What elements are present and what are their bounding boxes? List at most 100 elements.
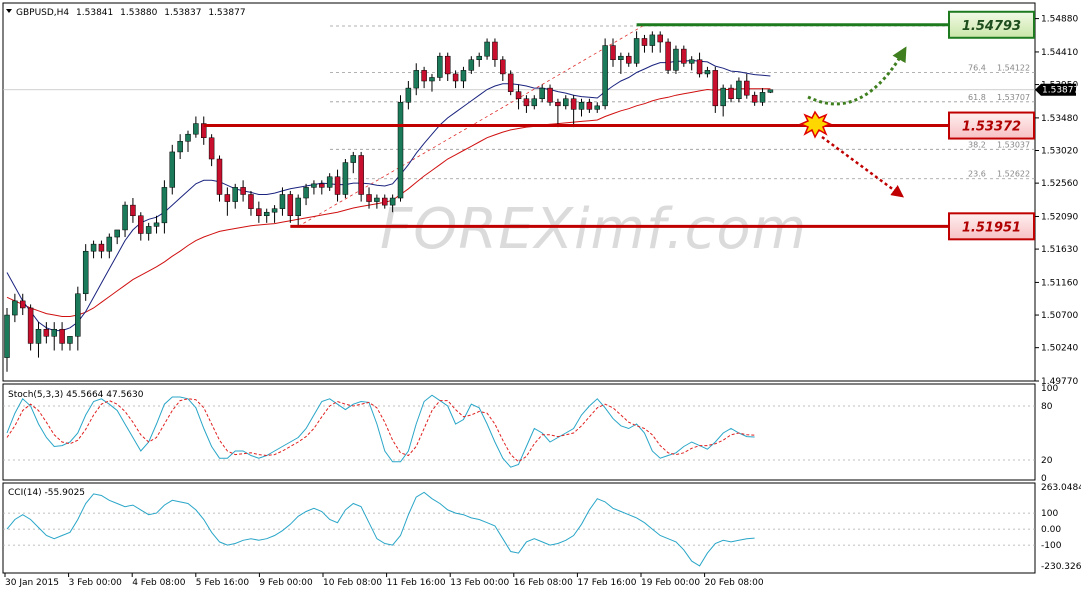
candle-body <box>326 176 333 188</box>
price-tick-label: 1.53480 <box>1041 114 1078 124</box>
candle <box>161 180 168 234</box>
candle <box>555 98 561 128</box>
candle <box>618 52 624 74</box>
candle-body <box>484 41 490 57</box>
candle-body <box>610 45 616 60</box>
candle <box>4 307 10 372</box>
candle-body <box>759 92 766 103</box>
candle-body <box>507 73 514 92</box>
candle <box>688 56 695 71</box>
stoch-tick-label: 20 <box>1041 456 1053 466</box>
price-tick-label: 1.50240 <box>1041 344 1078 354</box>
candle-body <box>59 328 65 344</box>
candle <box>405 81 412 110</box>
high-value: 1.53880 <box>120 8 157 18</box>
time-tick-label: 17 Feb 16:00 <box>577 578 636 588</box>
candle-body <box>444 55 451 75</box>
candle-body <box>130 204 136 217</box>
candle-body <box>138 215 144 234</box>
price-tick-label: 1.52090 <box>1041 212 1078 222</box>
candle <box>216 155 223 202</box>
candle-body <box>342 162 349 195</box>
candle <box>547 84 553 106</box>
candle-body <box>539 87 545 99</box>
candles <box>4 31 774 372</box>
candle-body <box>201 123 207 138</box>
stoch-panel <box>2 383 1036 481</box>
price-tick-label: 1.54410 <box>1041 48 1078 58</box>
candle-body <box>4 314 10 358</box>
time-tick-label: 30 Jan 2015 <box>5 578 59 588</box>
candle-body <box>334 176 341 195</box>
time-tick-label: 13 Feb 00:00 <box>450 578 509 588</box>
candle <box>704 66 711 78</box>
fibo-price-label: 1.54122 <box>997 63 1030 72</box>
stoch-d-line <box>6 398 755 463</box>
candle-body <box>382 197 388 206</box>
candle-body <box>287 194 294 217</box>
candle <box>106 233 113 259</box>
candle <box>523 95 530 113</box>
stoch-tick-label: 80 <box>1041 402 1053 412</box>
candle-body <box>460 70 467 82</box>
candle <box>570 95 577 128</box>
candle <box>138 212 144 241</box>
candle-body <box>618 55 624 60</box>
candle <box>563 95 569 110</box>
price-axis: 1.548801.544101.539501.534801.530201.525… <box>1035 15 1078 387</box>
candle-body <box>633 38 640 64</box>
price-panel <box>2 2 1036 382</box>
candle <box>649 31 656 53</box>
fibo-level-label: 23.6 <box>968 170 986 179</box>
candle-body <box>389 197 396 206</box>
candle <box>169 144 176 195</box>
price-tick-label: 1.49770 <box>1041 377 1078 387</box>
candle-body <box>704 70 711 75</box>
fibo-price-label: 1.52622 <box>997 170 1030 179</box>
candle-body <box>625 55 632 64</box>
candle <box>539 84 545 103</box>
candle-body <box>468 59 475 71</box>
candle-body <box>12 300 18 316</box>
candle-body <box>570 98 577 110</box>
candle-body <box>555 102 561 107</box>
candle <box>75 286 81 351</box>
candle-body <box>547 87 553 103</box>
candle <box>610 38 616 67</box>
candle-body <box>397 102 404 199</box>
candle <box>350 151 357 174</box>
candle <box>421 66 427 89</box>
price-tick-label: 1.51160 <box>1041 278 1078 288</box>
candle-body <box>145 226 152 234</box>
slow-ma-line <box>6 88 771 317</box>
candle-body <box>476 55 482 60</box>
candle <box>586 98 593 113</box>
cci-panel <box>2 482 1036 574</box>
candle-body <box>696 59 703 75</box>
candle <box>326 173 333 191</box>
price-tick-label: 1.50700 <box>1041 311 1078 321</box>
candle-body <box>263 211 270 217</box>
candle-body <box>43 328 50 337</box>
candle <box>759 88 766 106</box>
cci-tick-label: 263.0484 <box>1041 483 1081 493</box>
time-axis: 30 Jan 2015 3 Feb 00:00 4 Feb 08:00 5 Feb 1… <box>4 573 764 588</box>
fibo-level-label: 38.2 <box>968 140 986 149</box>
candle <box>736 77 742 103</box>
candle-body <box>523 98 530 107</box>
cci-label: CCI(14) -55.9025 <box>8 488 85 498</box>
support-resistance-levels: 1.54793 1.53372 1.51951 <box>203 10 1035 241</box>
time-tick-label: 9 Feb 00:00 <box>259 578 313 588</box>
candle-body <box>429 77 435 82</box>
candle <box>751 91 758 106</box>
candle <box>240 180 246 202</box>
candle-body <box>437 55 443 78</box>
candle-body <box>35 328 42 344</box>
support-label-box <box>948 212 1035 241</box>
resistance-label-box <box>948 10 1035 39</box>
candle-body <box>279 194 286 209</box>
fibo-price-label: 1.53707 <box>997 93 1030 102</box>
candle-body <box>681 48 687 64</box>
candle-body <box>208 137 215 160</box>
stochastic-indicator: 100 80 20 0 <box>3 384 1058 484</box>
